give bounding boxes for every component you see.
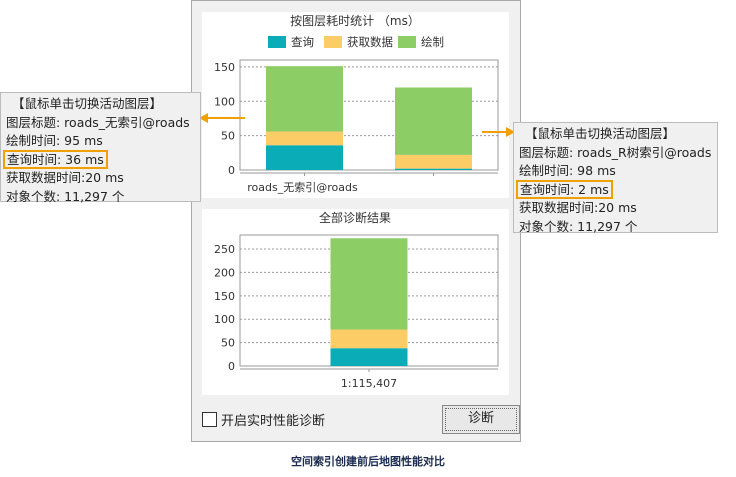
layer-time-chart: 按图层耗时统计 （ms） 查询 获取数据 绘制 0 50 100 150 roads_无索引@r… xyxy=(202,12,509,198)
diagnose-button[interactable]: 诊断 xyxy=(442,405,520,434)
figure-caption: 空间索引创建前后地图性能对比 xyxy=(291,455,445,468)
legend-swatch xyxy=(268,36,286,48)
bar-segment xyxy=(330,348,408,366)
left-arrow-head xyxy=(199,113,208,123)
y-tick-label: 100 xyxy=(214,313,235,326)
tooltip-draw-time: 绘制时间: 95 ms xyxy=(6,133,103,148)
bar-segment xyxy=(395,154,472,169)
y-tick-label: 250 xyxy=(214,243,235,256)
chart-title: 按图层耗时统计 （ms） xyxy=(290,14,420,28)
bar-segment xyxy=(330,329,408,349)
right-arrow-head xyxy=(506,127,515,137)
tooltip-layer-title: 图层标题: roads_R树索引@roads xyxy=(519,144,712,160)
bar-segment xyxy=(266,145,343,170)
y-tick-label: 0 xyxy=(228,360,235,373)
chart-title: 全部诊断结果 xyxy=(319,210,391,225)
bar-segment xyxy=(330,238,408,330)
legend-swatch xyxy=(398,36,416,48)
overall-diagnosis-chart: 全部诊断结果 0 50 100 150 200 250 1:115,407 xyxy=(202,209,509,395)
y-tick-label: 50 xyxy=(221,337,235,350)
bar-segment xyxy=(266,66,343,132)
bar-segment xyxy=(395,168,472,170)
tooltip-object-count: 对象个数: 11,297 个 xyxy=(6,188,125,204)
y-tick-label: 100 xyxy=(214,95,235,108)
tooltip-query-time: 查询时间: 36 ms xyxy=(3,149,108,169)
legend-swatch xyxy=(324,36,342,48)
y-tick-label: 150 xyxy=(214,290,235,303)
tooltip-query-time: 查询时间: 2 ms xyxy=(516,179,613,199)
y-tick-label: 200 xyxy=(214,266,235,279)
bar-segment xyxy=(266,131,343,146)
realtime-diagnosis-checkbox[interactable] xyxy=(202,412,217,427)
legend-label: 查询 xyxy=(291,35,314,49)
bar-segment xyxy=(395,87,472,155)
y-tick-label: 150 xyxy=(214,61,235,74)
realtime-diagnosis-label[interactable]: 开启实时性能诊断 xyxy=(221,414,326,429)
right-arrow xyxy=(482,131,507,133)
tooltip-layer-title: 图层标题: roads_无索引@roads xyxy=(6,114,190,130)
tooltip-draw-time: 绘制时间: 98 ms xyxy=(519,163,616,178)
tooltip-fetch-time: 获取数据时间:20 ms xyxy=(6,170,124,185)
y-tick-label: 50 xyxy=(221,130,235,143)
right-layer-tooltip[interactable]: 【鼠标单击切换活动图层】 图层标题: roads_R树索引@roads 绘制时间… xyxy=(513,122,718,234)
tooltip-header: 【鼠标单击切换活动图层】 xyxy=(12,96,163,111)
left-arrow xyxy=(207,117,245,119)
legend-label: 绘制 xyxy=(421,35,444,49)
tooltip-header: 【鼠标单击切换活动图层】 xyxy=(525,126,676,141)
tooltip-fetch-time: 获取数据时间:20 ms xyxy=(519,200,637,215)
y-tick-label: 0 xyxy=(228,164,235,177)
legend-label: 获取数据 xyxy=(347,35,393,49)
tooltip-object-count: 对象个数: 11,297 个 xyxy=(519,218,638,234)
left-layer-tooltip[interactable]: 【鼠标单击切换活动图层】 图层标题: roads_无索引@roads 绘制时间:… xyxy=(0,92,201,204)
x-tick-label: 1:115,407 xyxy=(341,377,397,390)
x-tick-label: roads_无索引@roads xyxy=(247,180,358,194)
